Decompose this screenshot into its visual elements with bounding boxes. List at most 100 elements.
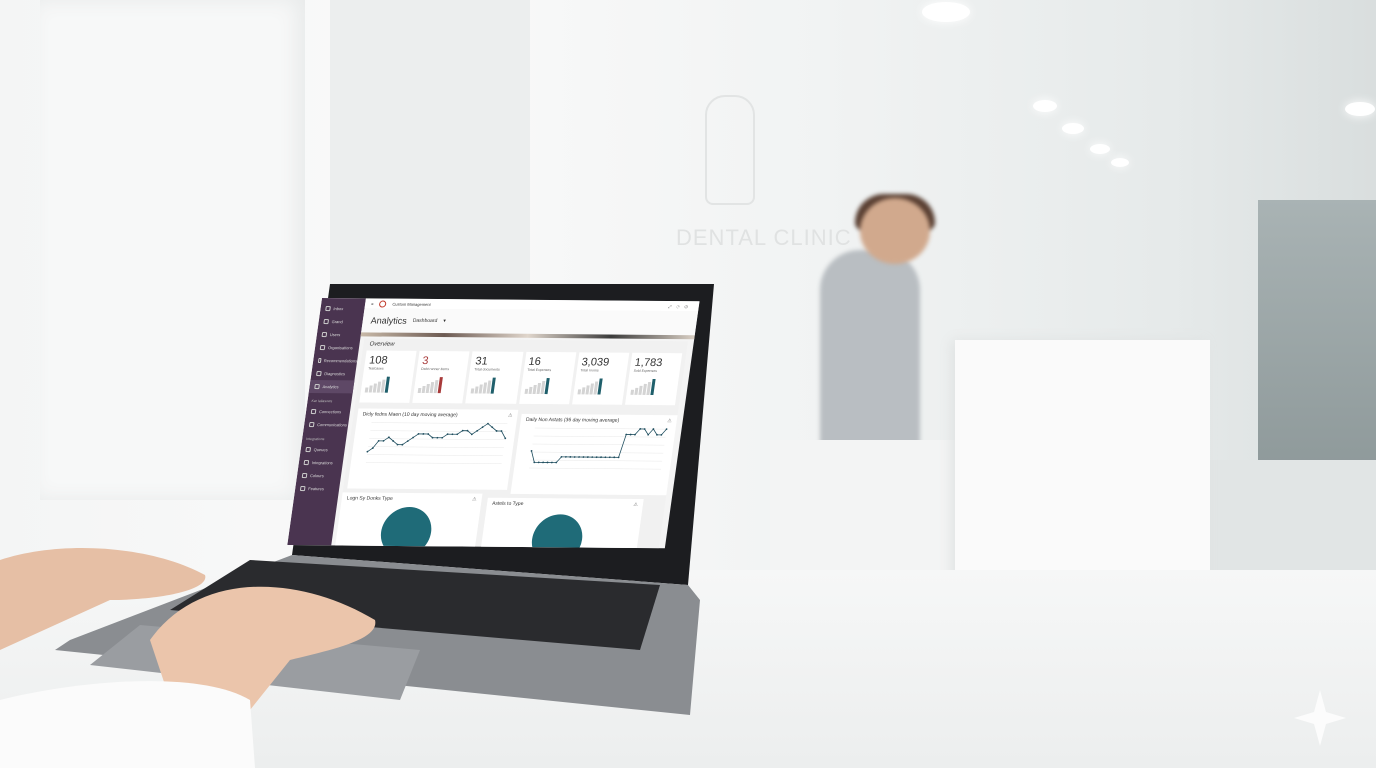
sidebar-item-label: Diagnostics [324,371,346,377]
stat-label: Total rooms [580,368,599,373]
sparkbars [577,378,621,395]
warning-icon[interactable]: ⚠ [666,418,673,425]
sidebar-item-colours[interactable]: Colours [296,469,342,482]
data-point [555,461,558,464]
palette-icon [301,473,308,479]
warning-icon[interactable]: ⚠ [507,412,513,419]
app-title: Custom Management [392,301,432,307]
warning-icon[interactable]: ⚠ [633,501,639,509]
gridline [365,462,502,464]
stat-label: Debt runner items [420,366,450,372]
sidebar-item-recommendations[interactable]: Recommendations [312,354,358,367]
data-point [533,461,536,464]
sidebar-item-grand[interactable]: Grand [318,315,364,328]
chart-panel: Dicly fedns Maen (10 day moving average)… [347,408,519,490]
sidebar-item-communications[interactable]: Communications [303,418,349,431]
data-point [377,439,380,442]
sidebar-item-features[interactable]: Features [294,482,340,495]
data-point [366,450,369,453]
ceiling-light [1345,102,1375,116]
sidebar-item-label: Users [329,332,341,338]
data-point [441,436,444,439]
grid-icon [303,460,310,466]
sidebar-section-label: Integrations [305,437,325,442]
data-point [422,433,425,435]
stat-card[interactable]: 3,039 Total rooms [571,352,630,405]
data-point [396,443,399,446]
sidebar-section-label: Kar Ialiasows [311,399,333,404]
gridline [534,427,667,430]
sidebar-item-label: Features [307,486,325,492]
view-select[interactable]: Dashboard [412,317,438,325]
stat-card[interactable]: 108 Testcases [359,350,417,403]
sidebar-item-label: Integrations [311,460,334,466]
sidebar-item-diagnostics[interactable]: Diagnostics [310,367,356,380]
data-point [647,433,650,436]
menu-icon[interactable]: ≡ [370,300,374,306]
data-point [604,456,607,459]
chart-panel: Daily Non Astats (36 day moving average)… [510,413,678,496]
data-point [401,443,404,446]
data-point [591,456,594,459]
white-sleeve [0,681,255,768]
stat-card[interactable]: 31 Total documents [465,351,523,404]
data-point [617,456,620,459]
calendar-icon [316,371,322,377]
chart-panel: Logn Sy Donks Type ⚠ [334,492,483,549]
sidebar-item-queues[interactable]: Queues [300,443,346,456]
sparkbars [524,378,568,395]
laptop-screen: Inbox Grand Users Organisations Recommendati… [287,298,700,549]
data-point [530,449,533,452]
chart-panel: Astels to Type ⚠ [479,497,644,549]
data-point [495,430,498,432]
stat-card[interactable]: 3 Debt runner items [412,350,470,404]
data-point [634,433,636,436]
keyboard [170,560,660,650]
stat-value: 3 [421,354,430,368]
gridline [529,467,661,470]
data-point [600,456,602,459]
sidebar-item-users[interactable]: Users [316,328,362,341]
data-point [500,430,503,432]
series-line [531,428,667,463]
gridline [366,454,503,456]
right-hand [150,586,376,710]
chevron-down-icon[interactable]: ▾ [442,318,447,325]
data-point [582,456,585,458]
data-point [451,433,454,436]
data-point [427,433,430,435]
app-logo-icon [379,300,388,308]
pin-icon [317,358,322,364]
sidebar-item-inbox[interactable]: Inbox [320,302,366,315]
chart-title: Logn Sy Donks Type [346,495,394,502]
bar [544,378,550,395]
stat-card[interactable]: 16 Total Expenses [518,351,577,405]
tools-icon [299,486,306,492]
sidebar-item-organisations[interactable]: Organisations [314,341,360,354]
stat-label: Total Expenses [527,367,552,373]
window-icons[interactable]: ⤢◷⏻ [667,303,694,309]
stat-card[interactable]: 1,783 Sold Expenses [624,352,683,406]
data-point [470,433,473,436]
data-point [446,433,449,436]
search-icon [308,422,315,428]
gridline [369,438,506,440]
sidebar-item-label: Grand [331,319,344,325]
warning-icon[interactable]: ⚠ [471,496,478,503]
bar [597,378,603,395]
data-point [382,439,385,442]
left-hand [0,548,206,650]
wall-panel [40,0,305,500]
sidebar-item-label: Analytics [322,384,339,390]
receptionist [820,250,920,460]
data-point [656,433,658,436]
data-point [392,440,395,442]
data-point [436,436,439,439]
chart-title: Astels to Type [491,500,524,508]
sidebar-item-integrations[interactable]: Integrations [298,456,344,469]
pie-slice [528,514,586,549]
data-point [431,436,434,439]
sidebar-item-connections[interactable]: Connections [305,405,351,418]
sidebar-item-analytics[interactable]: Analytics [308,380,355,394]
data-point [595,456,598,459]
